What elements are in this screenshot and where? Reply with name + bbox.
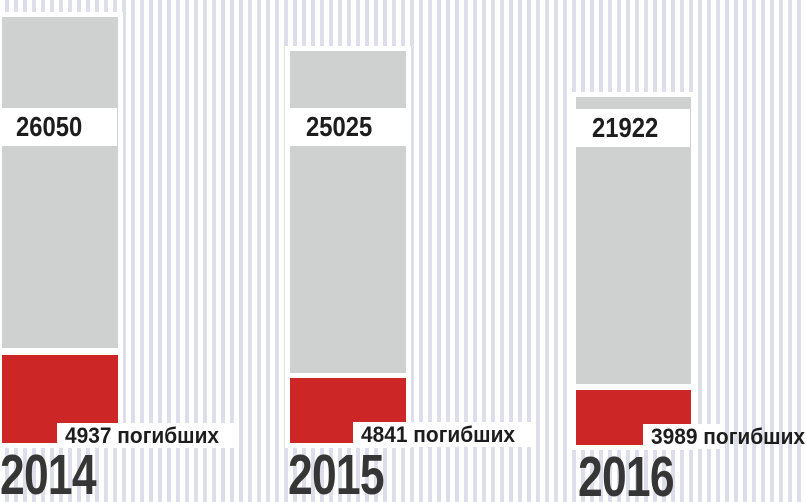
year-label-2015: 2015 — [288, 443, 385, 502]
total-value-text: 26050 — [16, 111, 83, 142]
year-label-2014: 2014 — [0, 443, 97, 502]
deaths-value-text: 4937 погибших — [65, 422, 220, 448]
total-value-label-2016: 21922 — [576, 109, 690, 147]
total-value-text: 25025 — [306, 111, 373, 142]
total-bar-2015 — [290, 51, 406, 374]
deaths-value-label-2014: 4937 погибших — [57, 423, 236, 448]
deaths-value-text: 4841 погибших — [361, 421, 516, 447]
total-bar-2014 — [2, 17, 118, 348]
year-label-2016: 2016 — [578, 445, 675, 502]
total-value-label-2015: 25025 — [290, 108, 406, 146]
deaths-value-label-2015: 4841 погибших — [353, 422, 531, 447]
total-value-text: 21922 — [592, 112, 659, 143]
total-value-label-2014: 26050 — [0, 108, 117, 146]
deaths-value-label-2016: 3989 погибших — [643, 424, 805, 449]
deaths-value-text: 3989 погибших — [651, 423, 806, 449]
